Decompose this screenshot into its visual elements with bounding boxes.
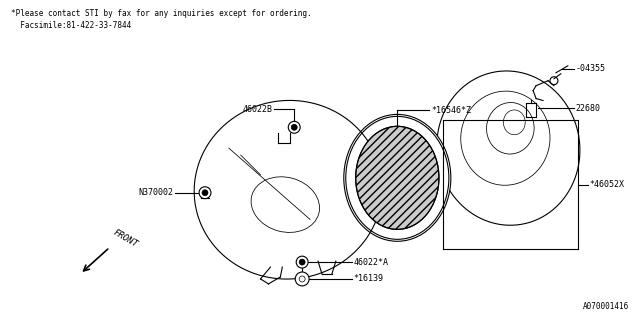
Circle shape [291, 124, 297, 130]
Text: 46022B: 46022B [243, 105, 273, 114]
Circle shape [288, 121, 300, 133]
Text: *Please contact STI by fax for any inquiries except for ordering.: *Please contact STI by fax for any inqui… [11, 9, 311, 18]
Text: *46052X: *46052X [589, 180, 625, 189]
Text: *16546*Z: *16546*Z [431, 106, 471, 115]
Ellipse shape [344, 114, 451, 241]
Text: N370002: N370002 [138, 188, 173, 197]
Circle shape [299, 276, 305, 282]
Circle shape [299, 259, 305, 265]
Circle shape [199, 187, 211, 199]
Text: Facsimile:81-422-33-7844: Facsimile:81-422-33-7844 [11, 21, 131, 30]
Text: FRONT: FRONT [112, 228, 140, 249]
Circle shape [296, 256, 308, 268]
Text: 46022*A: 46022*A [354, 258, 388, 267]
Circle shape [295, 272, 309, 286]
Ellipse shape [356, 126, 439, 229]
Circle shape [202, 190, 208, 196]
Text: -04355: -04355 [576, 64, 606, 73]
Text: *16139: *16139 [354, 275, 384, 284]
Text: A070001416: A070001416 [583, 302, 629, 311]
Text: 22680: 22680 [576, 104, 601, 113]
